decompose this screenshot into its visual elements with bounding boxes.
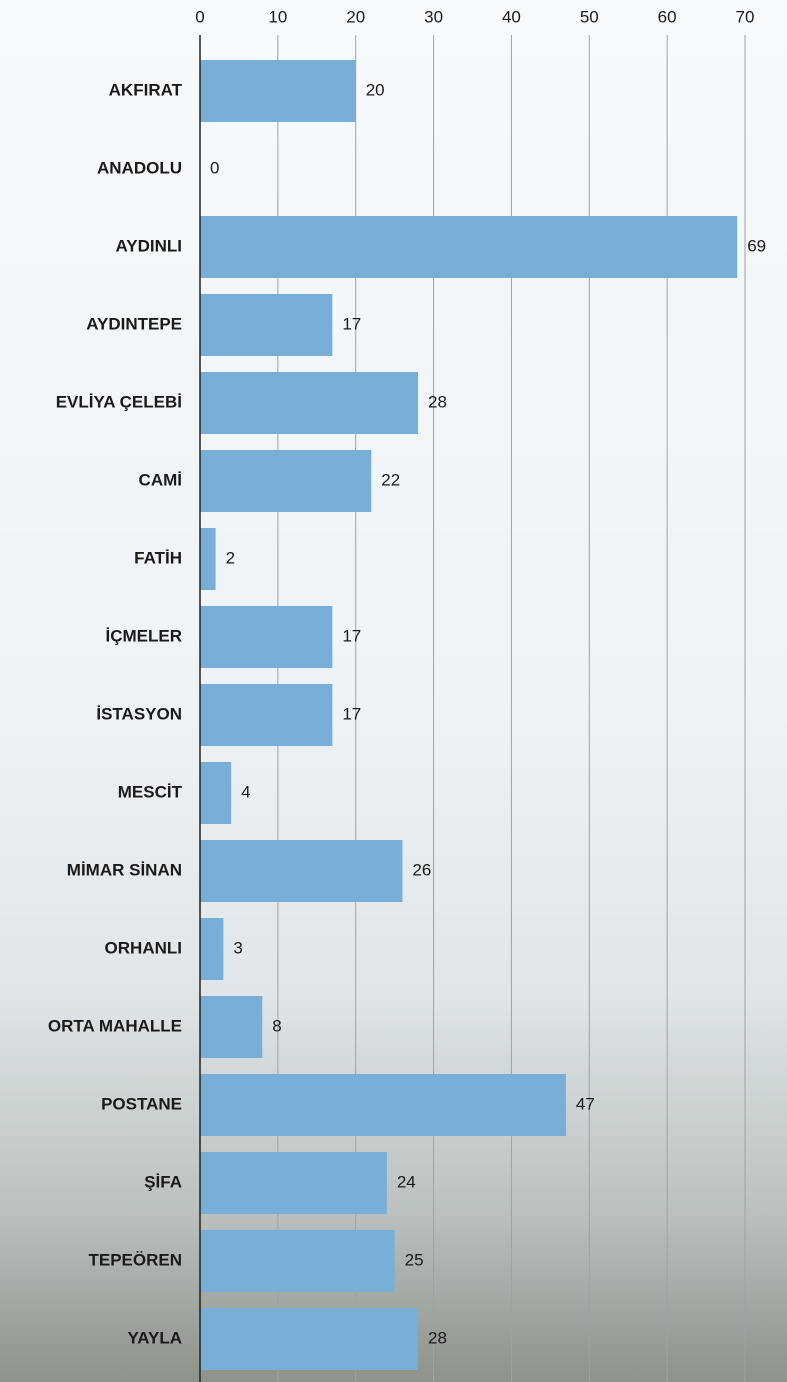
data-label: 3: [233, 938, 242, 957]
data-label: 17: [342, 314, 361, 333]
y-tick-label: YAYLA: [128, 1328, 183, 1347]
x-tick-label: 50: [580, 7, 599, 26]
y-tick-label: ORHANLI: [105, 938, 182, 957]
y-tick-label: AKFIRAT: [109, 80, 183, 99]
bar: [200, 528, 216, 590]
data-label: 22: [381, 470, 400, 489]
y-tick-label: FATİH: [134, 548, 182, 567]
bar: [200, 1308, 418, 1370]
bars: [200, 60, 738, 1370]
data-label: 28: [428, 392, 447, 411]
bar: [200, 372, 418, 434]
data-label: 17: [342, 626, 361, 645]
data-label: 2: [226, 548, 235, 567]
x-tick-label: 70: [736, 7, 755, 26]
bar: [200, 840, 403, 902]
data-label: 17: [342, 704, 361, 723]
bar: [200, 684, 333, 746]
y-tick-label: İSTASYON: [96, 704, 182, 723]
x-tick-label: 60: [658, 7, 677, 26]
bar: [200, 1152, 387, 1214]
data-label: 20: [366, 80, 385, 99]
bar: [200, 60, 356, 122]
bar: [200, 606, 333, 668]
y-tick-label: ŞİFA: [144, 1172, 182, 1191]
data-label: 8: [272, 1016, 281, 1035]
x-tick-label: 10: [268, 7, 287, 26]
data-label: 25: [405, 1250, 424, 1269]
data-label: 0: [210, 158, 219, 177]
bar: [200, 216, 738, 278]
bar: [200, 996, 263, 1058]
y-tick-label: ORTA MAHALLE: [48, 1016, 182, 1035]
y-tick-label: ANADOLU: [97, 158, 182, 177]
y-tick-label: EVLİYA ÇELEBİ: [56, 392, 182, 411]
bar: [200, 918, 224, 980]
bar: [200, 762, 232, 824]
data-label: 28: [428, 1328, 447, 1347]
bar: [200, 450, 372, 512]
bar: [200, 1074, 566, 1136]
x-tick-label: 0: [195, 7, 204, 26]
data-label: 4: [241, 782, 250, 801]
data-label: 24: [397, 1172, 416, 1191]
y-tick-label: TEPEÖREN: [88, 1250, 182, 1269]
y-tick-label: İÇMELER: [106, 626, 183, 645]
y-tick-label: AYDINTEPE: [86, 314, 182, 333]
data-label: 26: [412, 860, 431, 879]
data-label: 69: [747, 236, 766, 255]
y-tick-label: CAMİ: [139, 470, 182, 489]
y-tick-label: MESCİT: [118, 782, 183, 801]
y-tick-label: MİMAR SİNAN: [67, 860, 182, 879]
bar: [200, 1230, 395, 1292]
y-tick-label: AYDINLI: [116, 236, 182, 255]
data-label: 47: [576, 1094, 595, 1113]
bar: [200, 294, 333, 356]
y-tick-label: POSTANE: [101, 1094, 182, 1113]
x-tick-label: 20: [346, 7, 365, 26]
x-tick-label: 40: [502, 7, 521, 26]
x-tick-label: 30: [424, 7, 443, 26]
